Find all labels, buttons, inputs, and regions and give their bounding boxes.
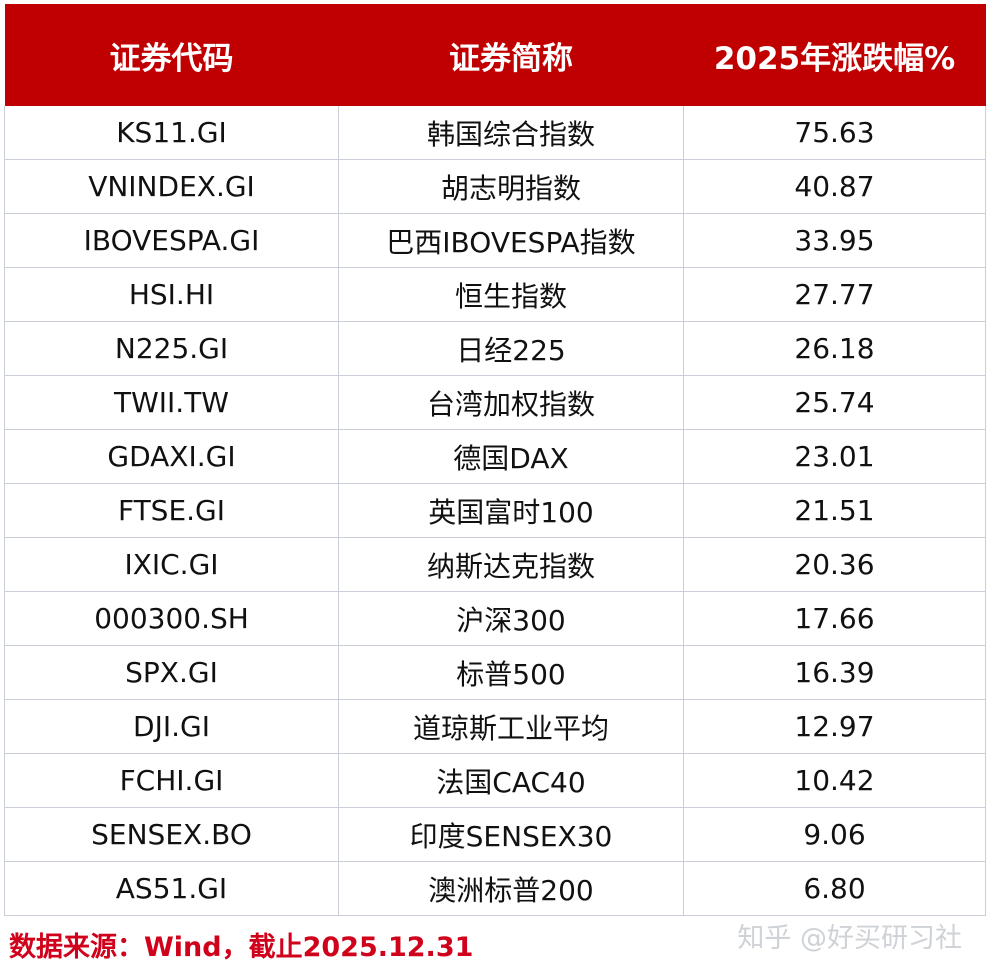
footer: 数据来源：Wind，截止2025.12.31 知乎 @好买研习社	[0, 918, 986, 971]
cell-change: 17.66	[683, 591, 986, 646]
table-row: KS11.GI 韩国综合指数 75.63	[4, 106, 986, 160]
cell-code: GDAXI.GI	[4, 429, 339, 484]
cell-name: 台湾加权指数	[338, 375, 684, 430]
table-row: IBOVESPA.GI 巴西IBOVESPA指数 33.95	[4, 213, 986, 268]
cell-name: 印度SENSEX30	[338, 807, 684, 862]
cell-code: IXIC.GI	[4, 537, 339, 592]
cell-change: 20.36	[683, 537, 986, 592]
cell-change: 16.39	[683, 645, 986, 700]
header-name: 证券简称	[338, 4, 684, 106]
cell-change: 21.51	[683, 483, 986, 538]
cell-code: FCHI.GI	[4, 753, 339, 808]
table-row: DJI.GI 道琼斯工业平均 12.97	[4, 699, 986, 754]
cell-name: 德国DAX	[338, 429, 684, 484]
cell-name: 澳洲标普200	[338, 861, 684, 916]
watermark: 知乎 @好买研习社	[737, 923, 962, 954]
cell-change: 40.87	[683, 159, 986, 214]
cell-code: KS11.GI	[4, 106, 339, 160]
cell-name: 法国CAC40	[338, 753, 684, 808]
cell-name: 恒生指数	[338, 267, 684, 322]
cell-code: 000300.SH	[4, 591, 339, 646]
table-row: HSI.HI 恒生指数 27.77	[4, 267, 986, 322]
cell-change: 23.01	[683, 429, 986, 484]
table-row: 000300.SH 沪深300 17.66	[4, 591, 986, 646]
cell-name: 日经225	[338, 321, 684, 376]
cell-change: 10.42	[683, 753, 986, 808]
table-row: SPX.GI 标普500 16.39	[4, 645, 986, 700]
table-header-row: 证券代码 证券简称 2025年涨跌幅%	[4, 4, 986, 106]
table-row: N225.GI 日经225 26.18	[4, 321, 986, 376]
cell-name: 沪深300	[338, 591, 684, 646]
cell-change: 25.74	[683, 375, 986, 430]
cell-change: 75.63	[683, 106, 986, 160]
cell-code: VNINDEX.GI	[4, 159, 339, 214]
cell-code: SPX.GI	[4, 645, 339, 700]
cell-code: N225.GI	[4, 321, 339, 376]
header-code: 证券代码	[4, 4, 339, 106]
table-row: FTSE.GI 英国富时100 21.51	[4, 483, 986, 538]
index-returns-table: 证券代码 证券简称 2025年涨跌幅% KS11.GI 韩国综合指数 75.63…	[4, 4, 986, 916]
cell-change: 26.18	[683, 321, 986, 376]
header-change: 2025年涨跌幅%	[683, 4, 986, 106]
cell-code: HSI.HI	[4, 267, 339, 322]
cell-name: 韩国综合指数	[338, 106, 684, 160]
cell-change: 9.06	[683, 807, 986, 862]
cell-change: 12.97	[683, 699, 986, 754]
cell-name: 标普500	[338, 645, 684, 700]
cell-code: TWII.TW	[4, 375, 339, 430]
cell-code: FTSE.GI	[4, 483, 339, 538]
cell-code: DJI.GI	[4, 699, 339, 754]
cell-change: 27.77	[683, 267, 986, 322]
cell-change: 6.80	[683, 861, 986, 916]
table-row: FCHI.GI 法国CAC40 10.42	[4, 753, 986, 808]
cell-change: 33.95	[683, 213, 986, 268]
cell-name: 胡志明指数	[338, 159, 684, 214]
cell-code: IBOVESPA.GI	[4, 213, 339, 268]
cell-name: 道琼斯工业平均	[338, 699, 684, 754]
cell-name: 纳斯达克指数	[338, 537, 684, 592]
table-row: GDAXI.GI 德国DAX 23.01	[4, 429, 986, 484]
table-row: TWII.TW 台湾加权指数 25.74	[4, 375, 986, 430]
table-row: SENSEX.BO 印度SENSEX30 9.06	[4, 807, 986, 862]
source-note: 数据来源：Wind，截止2025.12.31	[9, 932, 474, 963]
table-row: VNINDEX.GI 胡志明指数 40.87	[4, 159, 986, 214]
cell-name: 英国富时100	[338, 483, 684, 538]
cell-code: AS51.GI	[4, 861, 339, 916]
table-row: IXIC.GI 纳斯达克指数 20.36	[4, 537, 986, 592]
cell-name: 巴西IBOVESPA指数	[338, 213, 684, 268]
cell-code: SENSEX.BO	[4, 807, 339, 862]
table-row: AS51.GI 澳洲标普200 6.80	[4, 861, 986, 916]
